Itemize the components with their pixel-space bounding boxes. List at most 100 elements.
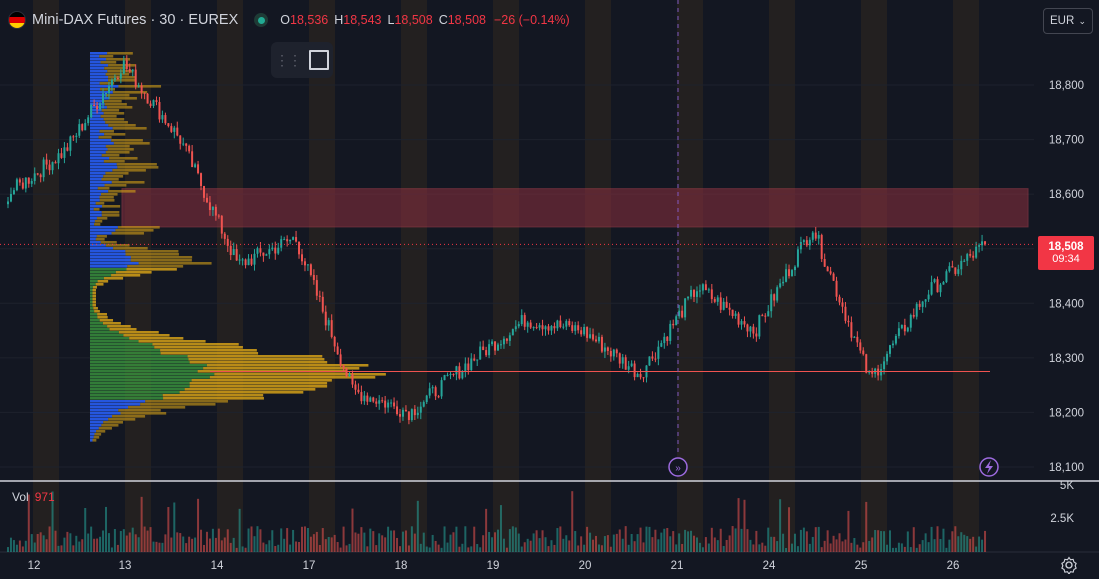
volume-bar (633, 541, 636, 552)
volume-bar (348, 543, 351, 552)
volume-bar (179, 533, 182, 552)
candle-body (366, 395, 369, 402)
volume-profile-bar (96, 235, 107, 238)
volume-legend[interactable]: Vol 971 (12, 490, 55, 504)
volume-profile-bar (103, 160, 125, 163)
high-key: H (334, 13, 344, 27)
gear-icon[interactable] (1060, 556, 1078, 574)
candle-body (75, 135, 78, 137)
volume-bar (597, 544, 600, 552)
drag-handle-icon[interactable]: ⋮⋮ (275, 51, 302, 68)
volume-profile-bar (97, 316, 108, 319)
market-open-icon[interactable] (254, 13, 269, 27)
candle-body (84, 123, 87, 131)
candle-body (140, 85, 143, 93)
candle-body (693, 289, 695, 297)
time-tick-label: 13 (119, 560, 132, 572)
candle-body (223, 233, 226, 239)
volume-profile-bar (209, 376, 376, 379)
volume-profile-bar (90, 301, 93, 304)
candle-body (235, 249, 238, 261)
volume-bar (624, 526, 627, 552)
volume-bar (886, 544, 889, 552)
volume-profile-bar (90, 325, 108, 328)
candle-body (125, 60, 128, 69)
candle-body (416, 412, 419, 416)
volume-profile-bar (106, 58, 131, 61)
volume-profile-bar (100, 115, 117, 118)
drawing-toolbar[interactable]: ⋮⋮ (271, 42, 333, 78)
volume-profile-bar (90, 238, 96, 241)
volume-bar (897, 542, 900, 552)
volume-profile-bar (90, 415, 113, 418)
volume-profile-bar (90, 403, 141, 406)
volume-bar (194, 537, 197, 552)
symbol-title[interactable]: Mini-DAX Futures · 30 · EUREX (32, 12, 239, 28)
candle-body (568, 321, 571, 326)
fast-forward-icon (668, 457, 688, 477)
volume-bar (416, 500, 419, 552)
volume-bar (125, 535, 128, 552)
close-value: 18,508 (447, 13, 486, 27)
volume-profile-bar (92, 289, 96, 292)
volume-profile-bar (90, 244, 106, 247)
volume-bar (924, 533, 927, 552)
volume-bar (642, 542, 645, 552)
volume-bar (752, 544, 755, 552)
volume-bar (826, 530, 829, 552)
volume-profile-bar (90, 211, 102, 214)
candle-body (865, 354, 868, 373)
volume-bar (312, 534, 315, 552)
candle-body (749, 326, 752, 332)
time-tick-label: 26 (947, 560, 960, 572)
volume-bar (292, 529, 295, 552)
volume-bar (434, 540, 437, 552)
volume-bar (401, 531, 404, 552)
volume-profile-bar (101, 109, 120, 112)
volume-profile-bar (105, 172, 129, 175)
volume-bar (695, 537, 698, 552)
volume-bar (817, 526, 820, 552)
candle-body (214, 206, 217, 216)
volume-profile-bar (162, 394, 264, 397)
volume-bar (535, 530, 538, 552)
session-band (493, 0, 519, 552)
time-tick-label: 18 (395, 560, 408, 572)
candle-body (654, 358, 657, 360)
candle-body (99, 103, 102, 110)
volume-bar (404, 530, 407, 552)
candle-body (541, 325, 544, 330)
session-band (33, 0, 59, 552)
candle-body (458, 366, 461, 379)
volume-profile-bar (214, 373, 386, 376)
volume-profile-bar (90, 67, 105, 70)
candle-body (891, 343, 894, 346)
volume-bar (966, 536, 969, 552)
volume-profile-bar (90, 133, 105, 136)
volume-profile-bar (90, 52, 108, 55)
candle-body (939, 284, 942, 293)
volume-profile-bar (92, 439, 97, 442)
volume-bar (580, 536, 583, 552)
volume-bar (262, 542, 265, 552)
candle-body (312, 274, 315, 281)
rectangle-tool-icon[interactable] (309, 50, 329, 70)
candle-body (428, 388, 431, 396)
volume-bar (259, 529, 262, 552)
candle-body (586, 327, 589, 338)
lightning-glyph (985, 460, 993, 474)
volume-bar (458, 546, 461, 552)
candle-body (399, 414, 401, 417)
candle-body (182, 143, 185, 145)
candle-body (437, 396, 440, 398)
candle-body (886, 353, 889, 362)
candle-body (354, 384, 357, 390)
candle-body (116, 78, 119, 80)
candle-body (167, 123, 170, 127)
candle-body (431, 387, 434, 389)
currency-select[interactable]: EUR ⌄ (1043, 8, 1093, 34)
volume-bar (33, 542, 36, 552)
candle-body (425, 395, 428, 403)
volume-bar (639, 527, 642, 552)
